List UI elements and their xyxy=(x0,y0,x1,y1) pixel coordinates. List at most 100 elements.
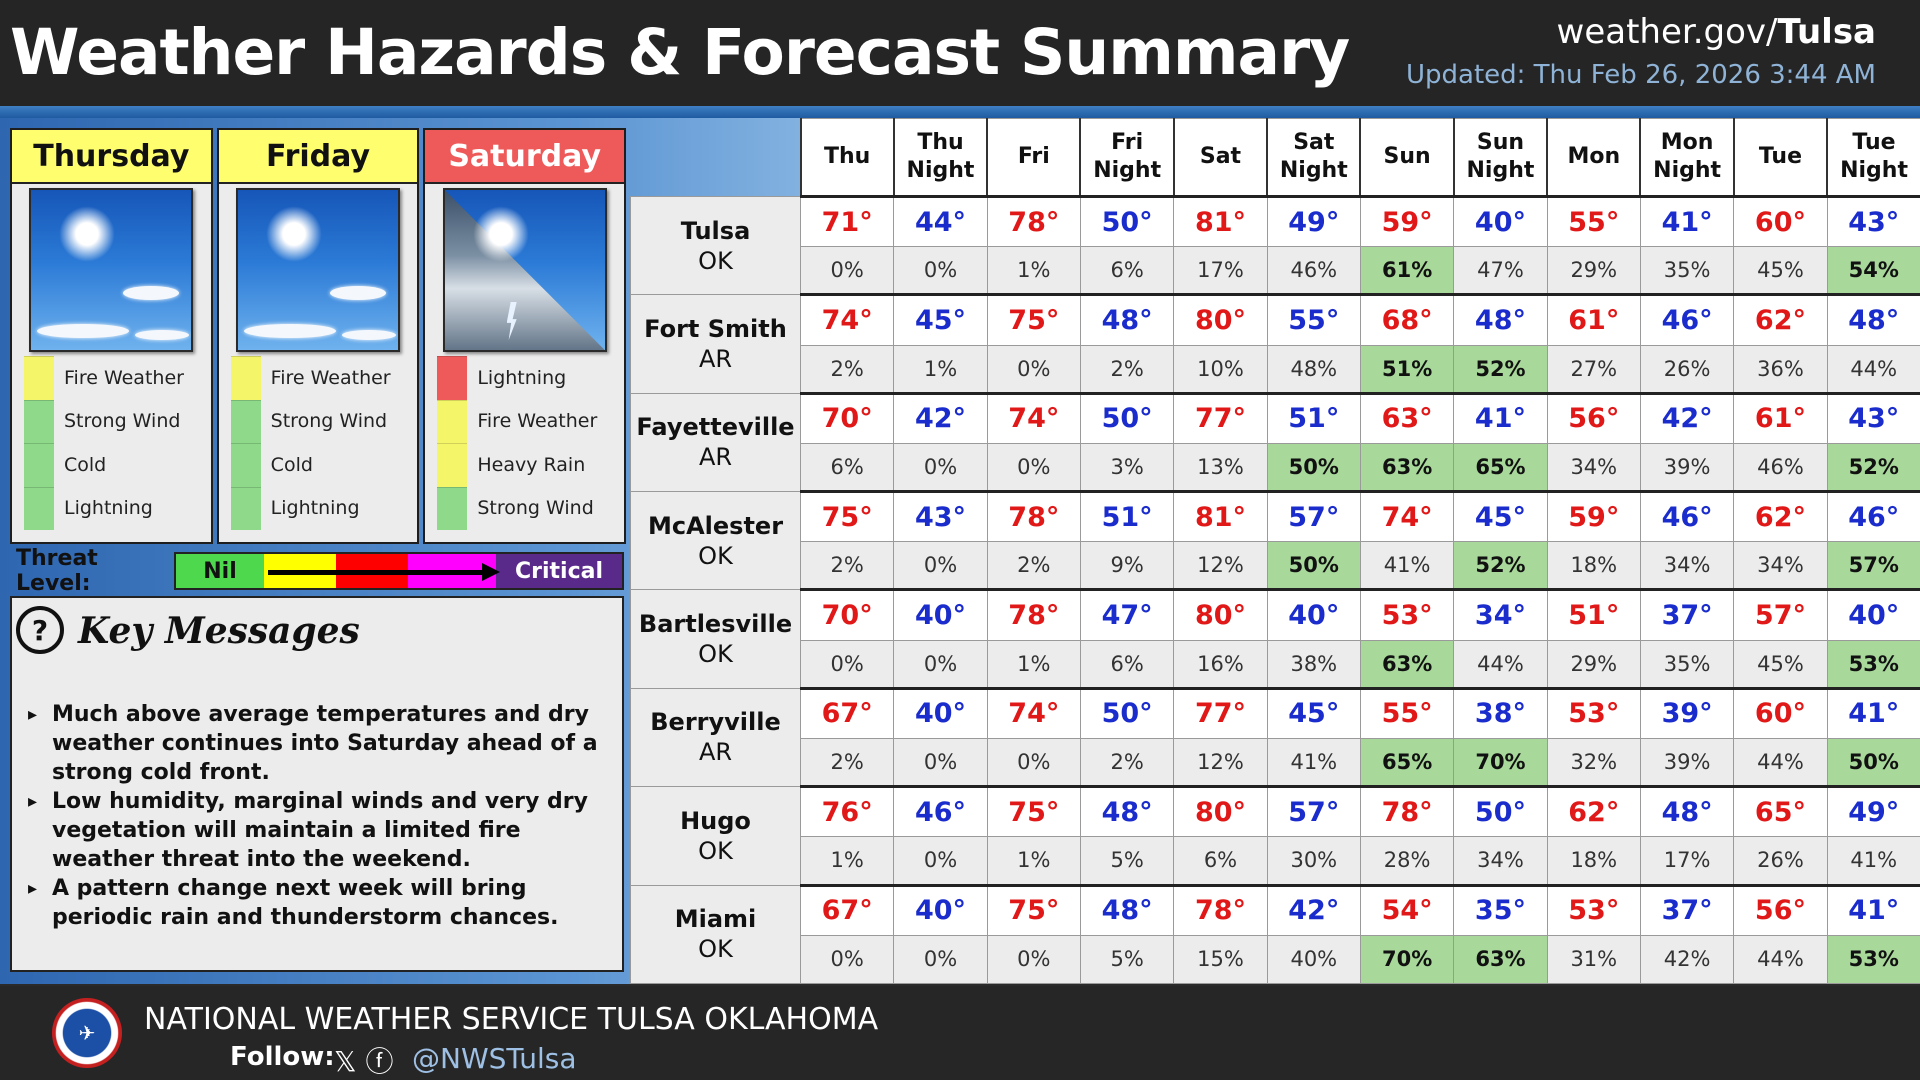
precip-row: 6% 0% 0% 3% 13% 50% 63% 65% 34% 39% 46% 52% xyxy=(631,442,1920,493)
precip-chance-cell: 44% xyxy=(1826,344,1920,394)
temperature-cell: 74° xyxy=(986,391,1081,444)
period-header: Thu Night xyxy=(892,118,988,197)
precip-chance-cell: 17% xyxy=(1173,246,1268,296)
key-messages-panel: ? Key Messages Much above average temper… xyxy=(10,596,624,972)
temperature-cell: 40° xyxy=(1266,588,1361,641)
precip-chance-cell: 44% xyxy=(1733,737,1828,788)
city-cell: Fort Smith AR xyxy=(630,294,801,394)
hazard-label: Fire Weather xyxy=(270,366,391,389)
city-state: AR xyxy=(698,443,733,472)
precip-chance-cell: 6% xyxy=(1173,836,1268,886)
temperature-cell: 44° xyxy=(893,194,988,248)
temperature-row: Berryville AR 67° 40° 74° 50° 77° 45° 55° 38° 53° 3… xyxy=(630,686,1920,788)
precip-chance-cell: 1% xyxy=(986,639,1081,689)
period-line1: Sun xyxy=(1476,130,1525,155)
hazard-row: Heavy Rain xyxy=(425,443,624,487)
precip-chance-cell: 28% xyxy=(1359,836,1455,886)
temperature-cell: 40° xyxy=(893,883,988,936)
city-name: Bartlesville xyxy=(638,610,793,639)
precip-chance-cell: 0% xyxy=(799,934,895,985)
precip-chance-cell: 52% xyxy=(1453,541,1548,591)
period-line1: Mon xyxy=(1660,130,1714,155)
temperature-cell: 78° xyxy=(986,588,1081,641)
temperature-row: Miami OK 67° 40° 75° 48° 78° 42° 54° 35° 53° 37° 56°… xyxy=(630,883,1920,985)
x-icon[interactable]: 𝕏 xyxy=(334,1045,357,1078)
precip-chance-cell: 16% xyxy=(1173,639,1268,689)
temperature-row: McAlester OK 75° 43° 78° 51° 81° 57° 74° 45° 59° 46… xyxy=(630,490,1920,591)
temperature-cell: 80° xyxy=(1173,785,1268,838)
threat-level-bar: Nil Critical xyxy=(174,552,624,590)
city-cell: Tulsa OK xyxy=(630,195,801,296)
key-message-item: Much above average temperatures and dry … xyxy=(22,700,612,787)
period-line1: Fri xyxy=(1111,130,1144,155)
lightning-bolt-icon xyxy=(506,302,517,340)
precip-chance-cell: 53% xyxy=(1826,934,1920,985)
temperature-cell: 46° xyxy=(1639,490,1735,543)
temperature-cell: 40° xyxy=(893,686,988,739)
temperature-cell: 77° xyxy=(1173,391,1268,444)
precip-chance-cell: 3% xyxy=(1079,442,1175,493)
hazard-row: Fire Weather xyxy=(425,399,624,443)
temperature-cell: 60° xyxy=(1733,686,1828,739)
city-name: Tulsa xyxy=(680,216,751,245)
precip-chance-cell: 0% xyxy=(893,836,988,886)
period-header: Sat xyxy=(1172,118,1268,197)
precip-row: 0% 0% 1% 6% 16% 38% 63% 44% 29% 35% 45% 53% xyxy=(631,639,1920,689)
temperature-cell: 41° xyxy=(1826,686,1920,739)
precip-chance-cell: 0% xyxy=(799,246,895,296)
office-url[interactable]: weather.gov/Tulsa xyxy=(1557,12,1876,52)
precip-chance-cell: 52% xyxy=(1453,344,1548,394)
temperature-cell: 78° xyxy=(1173,883,1268,936)
temperature-cell: 62° xyxy=(1546,785,1641,838)
footer-bar: ✈ NATIONAL WEATHER SERVICE TULSA OKLAHOM… xyxy=(0,986,1920,1080)
precip-chance-cell: 2% xyxy=(1079,344,1175,394)
city-name: Berryville xyxy=(650,708,781,737)
precip-chance-cell: 32% xyxy=(1546,737,1641,788)
temperature-cell: 47° xyxy=(1079,588,1175,641)
temperature-cell: 34° xyxy=(1453,588,1548,641)
precip-chance-cell: 1% xyxy=(986,836,1081,886)
city-state: AR xyxy=(698,345,733,374)
period-line1: Mon xyxy=(1567,144,1621,169)
weather-image xyxy=(425,184,624,356)
period-line2: Night xyxy=(1653,158,1722,183)
hazard-row: Strong Wind xyxy=(12,399,211,443)
precip-chance-cell: 12% xyxy=(1173,737,1268,788)
temperature-cell: 53° xyxy=(1546,686,1641,739)
temperature-cell: 80° xyxy=(1173,588,1268,641)
temperature-cell: 76° xyxy=(799,785,895,838)
day-card-title: Friday xyxy=(218,130,418,184)
cloud-shape xyxy=(37,324,130,338)
precip-chance-cell: 26% xyxy=(1639,344,1735,394)
temperature-cell: 50° xyxy=(1079,686,1175,739)
period-line1: Tue xyxy=(1852,130,1896,155)
updated-timestamp: Updated: Thu Feb 26, 2026 3:44 AM xyxy=(1405,60,1876,90)
temperature-cell: 45° xyxy=(893,293,988,346)
temperature-cell: 61° xyxy=(1546,293,1641,346)
city-state: AR xyxy=(698,738,733,767)
city-name: Fort Smith xyxy=(644,315,787,344)
temperature-cell: 46° xyxy=(1639,293,1735,346)
temperature-cell: 41° xyxy=(1639,194,1735,248)
temperature-cell: 65° xyxy=(1733,785,1828,838)
temperature-row: Hugo OK 76° 46° 75° 48° 80° 57° 78° 50° 62° 48° 65° 4… xyxy=(630,785,1920,886)
temperature-cell: 62° xyxy=(1733,293,1828,346)
precip-chance-cell: 12% xyxy=(1173,541,1268,591)
precip-chance-cell: 6% xyxy=(1079,246,1175,296)
sun-shape xyxy=(266,206,322,262)
precip-chance-cell: 63% xyxy=(1359,442,1455,493)
temperature-cell: 56° xyxy=(1546,391,1641,444)
precip-chance-cell: 48% xyxy=(1266,344,1361,394)
facebook-icon[interactable]: ⓕ xyxy=(365,1045,394,1078)
hazard-label: Heavy Rain xyxy=(477,453,586,476)
period-line1: Sat xyxy=(1199,144,1242,169)
temperature-cell: 59° xyxy=(1546,490,1641,543)
precip-chance-cell: 2% xyxy=(986,541,1081,591)
temperature-cell: 57° xyxy=(1733,588,1828,641)
temperature-cell: 48° xyxy=(1639,785,1735,838)
period-header: Thu xyxy=(799,118,895,197)
precip-chance-cell: 70% xyxy=(1453,737,1548,788)
social-handle[interactable]: @NWSTulsa xyxy=(412,1042,577,1075)
precip-chance-cell: 1% xyxy=(799,836,895,886)
temperature-cell: 54° xyxy=(1359,883,1455,936)
